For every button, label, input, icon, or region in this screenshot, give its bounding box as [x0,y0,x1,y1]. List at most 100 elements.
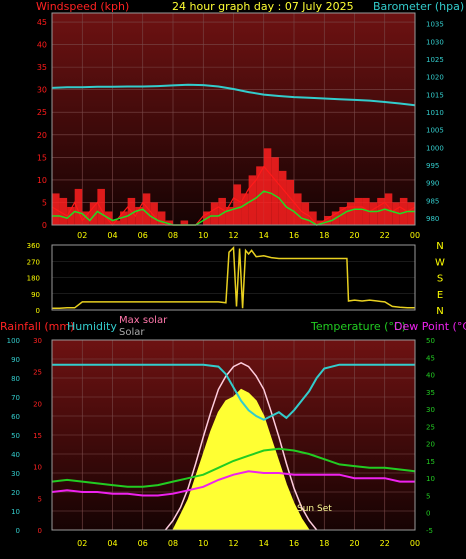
barometer-y-tick: 1020 [426,74,444,82]
wind-y-tick: 10 [37,176,47,185]
temperature-y-tick: 20 [426,441,435,449]
temperature-line [51,447,416,488]
compass-label: S [437,274,443,285]
climate-x-tick: 22 [380,539,390,548]
wind-y-tick: 35 [37,63,47,72]
series-layer [51,83,416,531]
gust-bar [112,220,121,225]
gust-bar [135,206,143,225]
gust-bar [278,170,287,225]
temperature-y-tick: 35 [426,389,435,397]
temperature-axis-label: Temperature (°C) [310,320,406,333]
gust-bar [59,197,68,225]
compass-label: N [436,306,443,317]
gust-bar [74,188,83,225]
barometer-y-tick: 1035 [426,21,444,29]
barometer-axis-label: Barometer (hpa) [373,0,464,13]
rainfall-y-tick: 10 [33,464,42,472]
wind-y-tick: 0 [42,221,47,230]
temperature-y-tick: 15 [426,458,435,466]
humidity-y-tick: 60 [11,413,20,421]
climate-x-tick: 08 [168,539,178,548]
gust-bar [218,197,226,225]
gust-bar [165,220,173,225]
barometer-y-tick: 1000 [426,144,444,152]
solar-label: Solar [119,327,145,338]
gust-bar [377,197,385,225]
max-solar-line [164,361,318,531]
humidity-y-tick: 40 [11,451,20,459]
climate-x-tick: 00 [410,539,420,548]
direction-y-tick: 180 [27,275,40,283]
gust-bar [157,211,166,225]
wind-x-tick: 10 [198,231,208,240]
barometer-y-tick: 995 [426,162,439,170]
rainfall-y-tick: 15 [33,432,42,440]
wind-panel-border [51,12,416,226]
humidity-y-tick: 70 [11,394,20,402]
humidity-y-tick: 10 [11,508,20,516]
gust-bar [392,202,400,225]
wind-y-tick: 40 [37,41,47,50]
wind-x-tick: 00 [410,231,420,240]
tick-layer: 0510152025303540459809859909951000100510… [7,18,445,548]
temperature-y-tick: 45 [426,354,435,362]
rainfall-y-tick: 30 [33,337,42,345]
climate-x-tick: 12 [228,539,238,548]
wind-x-tick: 20 [349,231,359,240]
wind-direction-line [52,245,415,309]
climate-x-tick: 04 [107,539,117,548]
rainfall-axis-label: Rainfall (mm) [0,320,74,333]
gust-bar [309,211,317,225]
wind-y-tick: 45 [37,18,47,27]
gust-bar [263,148,272,225]
gust-bar [369,202,378,225]
humidity-y-tick: 30 [11,470,20,478]
barometer-y-tick: 1015 [426,91,444,99]
temperature-y-tick: 50 [426,337,435,345]
gust-bar [339,206,347,225]
direction-panel-border [51,244,416,311]
gust-bar [407,202,415,225]
temperature-y-tick: 0 [426,510,430,518]
gust-bar [67,206,75,225]
wind-x-tick: 06 [138,231,148,240]
wind-y-tick: 5 [42,198,47,207]
gust-bar [180,220,189,225]
chart-title: 24 hour graph day : 07 July 2025 [172,0,354,13]
direction-y-tick: 270 [27,258,40,266]
solar-area [172,388,311,531]
wind-average-line [52,190,415,226]
temperature-y-tick: -5 [426,527,433,535]
barometer-line [51,83,416,107]
climate-x-tick: 20 [349,539,359,548]
direction-y-tick: 360 [27,242,40,250]
dewpoint-axis-label: Dew Point (°C) [394,320,466,333]
sunset-annotation: Sun Set [297,504,332,514]
gust-bar [120,211,128,225]
barometer-y-tick: 990 [426,180,439,188]
rainfall-y-tick: 20 [33,400,42,408]
wind-x-tick: 14 [259,231,269,240]
barometer-y-tick: 1005 [426,127,444,135]
climate-x-tick: 14 [259,539,269,548]
barometer-y-tick: 1010 [426,109,444,117]
humidity-line [52,363,415,421]
wind-y-tick: 15 [37,153,47,162]
wind-x-tick: 04 [107,231,117,240]
temperature-y-tick: 25 [426,423,435,431]
gust-bar [82,211,90,225]
wind-x-tick: 08 [168,231,178,240]
gust-bar [294,193,302,225]
gust-bar [384,193,393,225]
direction-y-tick: 0 [36,307,40,315]
temperature-y-tick: 30 [426,406,435,414]
wind-x-tick: 18 [319,231,329,240]
compass-label: W [435,257,445,268]
gust-bar [399,197,408,225]
gust-bar [210,202,219,225]
gust-bar [362,197,370,225]
temperature-y-tick: 5 [426,492,430,500]
